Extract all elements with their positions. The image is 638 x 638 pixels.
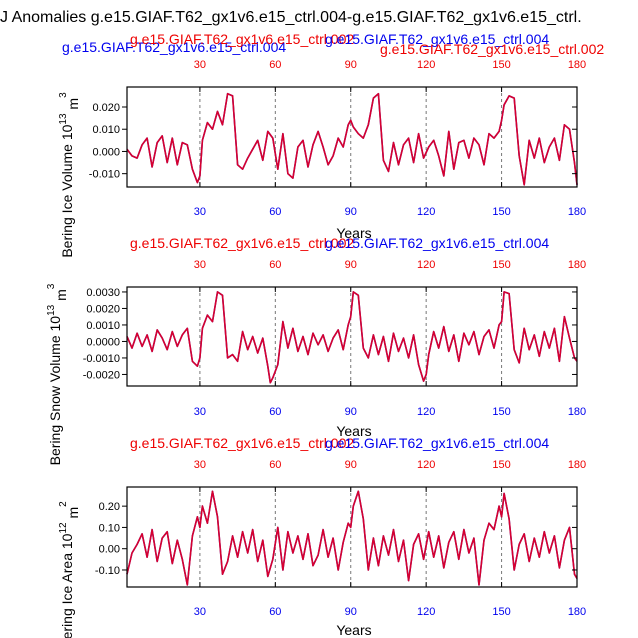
- x-tick-label-bottom: 90: [345, 406, 357, 418]
- series-line: [126, 92, 578, 186]
- panel-label-overlap: g.e15.GIAF.T62_gx1v6.e15_ctrl.002: [130, 31, 354, 47]
- x-tick-label-top: 150: [492, 59, 510, 71]
- x-tick-label-bottom: 180: [568, 606, 586, 618]
- panel-label-right: g.e15.GIAF.T62_gx1v6.e15_ctrl.004: [325, 435, 549, 451]
- panel-label-left: g.e15.GIAF.T62_gx1v6.e15_ctrl.002: [130, 435, 354, 451]
- x-tick-label-bottom: 60: [269, 406, 281, 418]
- series-line: [126, 291, 578, 384]
- y-tick-label: 0.020: [92, 102, 120, 114]
- y-axis-title-part: 3: [58, 92, 69, 98]
- panel-label-left: g.e15.GIAF.T62_gx1v6.e15_ctrl.002: [130, 235, 354, 251]
- figure-title: J Anomalies g.e15.GIAF.T62_gx1v6.e15_ctr…: [0, 9, 582, 26]
- x-axis-title: Years: [336, 423, 371, 439]
- x-tick-label-top: 90: [345, 259, 357, 271]
- y-axis-title-part: Bering Snow Volume 10: [47, 316, 63, 466]
- x-tick-label-top: 120: [417, 459, 435, 471]
- y-tick-label: -0.0010: [83, 353, 120, 365]
- x-tick-label-top: 150: [492, 459, 510, 471]
- x-tick-label-bottom: 120: [417, 606, 435, 618]
- panels: 0.020 0.010 0.000 -0.010 30 30 60 60 90 90 120 120 1…: [46, 31, 604, 638]
- y-axis-title-part: 2: [58, 501, 69, 507]
- plot-frame: [126, 486, 578, 588]
- panel-label-mid: g.e15.GIAF.T62_gx1v6.e15_ctrl.004: [325, 31, 549, 47]
- x-tick-label-top: 60: [269, 459, 281, 471]
- series-line: [126, 490, 578, 586]
- y-axis-title: Bering Ice Volume 1013 m3: [58, 92, 81, 258]
- x-tick-label-bottom: 30: [194, 206, 206, 218]
- x-tick-label-top: 180: [568, 259, 586, 271]
- x-tick-label-top: 120: [417, 59, 435, 71]
- x-tick-label-bottom: 60: [269, 606, 281, 618]
- plot-frame: [126, 286, 578, 387]
- x-tick-label-bottom: 30: [194, 406, 206, 418]
- y-tick-label: 0.000: [92, 146, 120, 158]
- x-tick-label-top: 180: [568, 59, 586, 71]
- x-axis-title: Years: [336, 622, 371, 638]
- y-tick-label: 0.0000: [86, 336, 120, 348]
- plot-frame: [126, 86, 578, 188]
- x-tick-label-top: 30: [194, 59, 206, 71]
- x-axis-title: Years: [336, 225, 371, 241]
- series-line: [126, 92, 578, 186]
- x-tick-label-bottom: 120: [417, 406, 435, 418]
- panel-1: 0.020 0.010 0.000 -0.010 30 30 60 60 90 90 120 120 1…: [58, 31, 604, 258]
- x-tick-label-bottom: 180: [568, 406, 586, 418]
- panel-label-left: g.e15.GIAF.T62_gx1v6.e15_ctrl.004: [62, 39, 286, 55]
- x-tick-label-top: 60: [269, 59, 281, 71]
- y-axis-title-part: m: [65, 507, 81, 523]
- x-tick-label-bottom: 150: [492, 606, 510, 618]
- y-tick-label: 0.10: [99, 522, 120, 534]
- x-tick-label-top: 60: [269, 259, 281, 271]
- y-axis-title-part: 12: [58, 522, 69, 534]
- y-tick-label: 0.0020: [86, 303, 120, 315]
- x-tick-label-top: 30: [194, 259, 206, 271]
- x-tick-label-bottom: 120: [417, 206, 435, 218]
- x-tick-label-top: 180: [568, 459, 586, 471]
- y-tick-label: -0.10: [95, 565, 120, 577]
- x-tick-label-bottom: 90: [345, 606, 357, 618]
- y-tick-label: 0.010: [92, 124, 120, 136]
- y-tick-label: -0.0020: [83, 369, 120, 381]
- y-tick-label: 0.0030: [86, 287, 120, 299]
- y-tick-label: 0.20: [99, 501, 120, 513]
- y-tick-label: -0.010: [89, 169, 120, 181]
- y-tick-label: 0.00: [99, 544, 120, 556]
- x-tick-label-bottom: 150: [492, 206, 510, 218]
- y-axis-title-part: 13: [46, 304, 57, 316]
- panel-2: 0.0030 0.0020 0.0010 0.0000 -0.0010 -0.0020 30…: [46, 235, 586, 465]
- x-tick-label-top: 120: [417, 259, 435, 271]
- y-axis-title-part: m: [53, 289, 69, 305]
- y-axis-title-part: m: [65, 98, 81, 114]
- y-tick-label: 0.0010: [86, 320, 120, 332]
- x-tick-label-bottom: 30: [194, 606, 206, 618]
- y-axis-title-part: 3: [46, 283, 57, 289]
- x-tick-label-bottom: 150: [492, 406, 510, 418]
- x-tick-label-top: 30: [194, 459, 206, 471]
- x-tick-label-bottom: 90: [345, 206, 357, 218]
- x-tick-label-top: 90: [345, 459, 357, 471]
- panel-label-right: g.e15.GIAF.T62_gx1v6.e15_ctrl.002: [380, 41, 604, 57]
- y-axis-title-part: Bering Ice Volume 10: [59, 124, 75, 257]
- y-axis-title: Bering Ice Area 1012 m2: [58, 501, 81, 638]
- panel-3: 0.20 0.10 0.00 -0.10 30 30 60 60 90 90 120 120 150 15…: [58, 435, 586, 638]
- x-tick-label-bottom: 180: [568, 206, 586, 218]
- y-axis-title-part: Bering Ice Area 10: [59, 533, 75, 638]
- x-tick-label-top: 150: [492, 259, 510, 271]
- y-axis-title-part: 13: [58, 113, 69, 125]
- x-tick-label-top: 90: [345, 59, 357, 71]
- series-line: [126, 490, 578, 586]
- panel-label-right: g.e15.GIAF.T62_gx1v6.e15_ctrl.004: [325, 235, 549, 251]
- y-axis-title: Bering Snow Volume 1013 m3: [46, 283, 69, 465]
- x-tick-label-bottom: 60: [269, 206, 281, 218]
